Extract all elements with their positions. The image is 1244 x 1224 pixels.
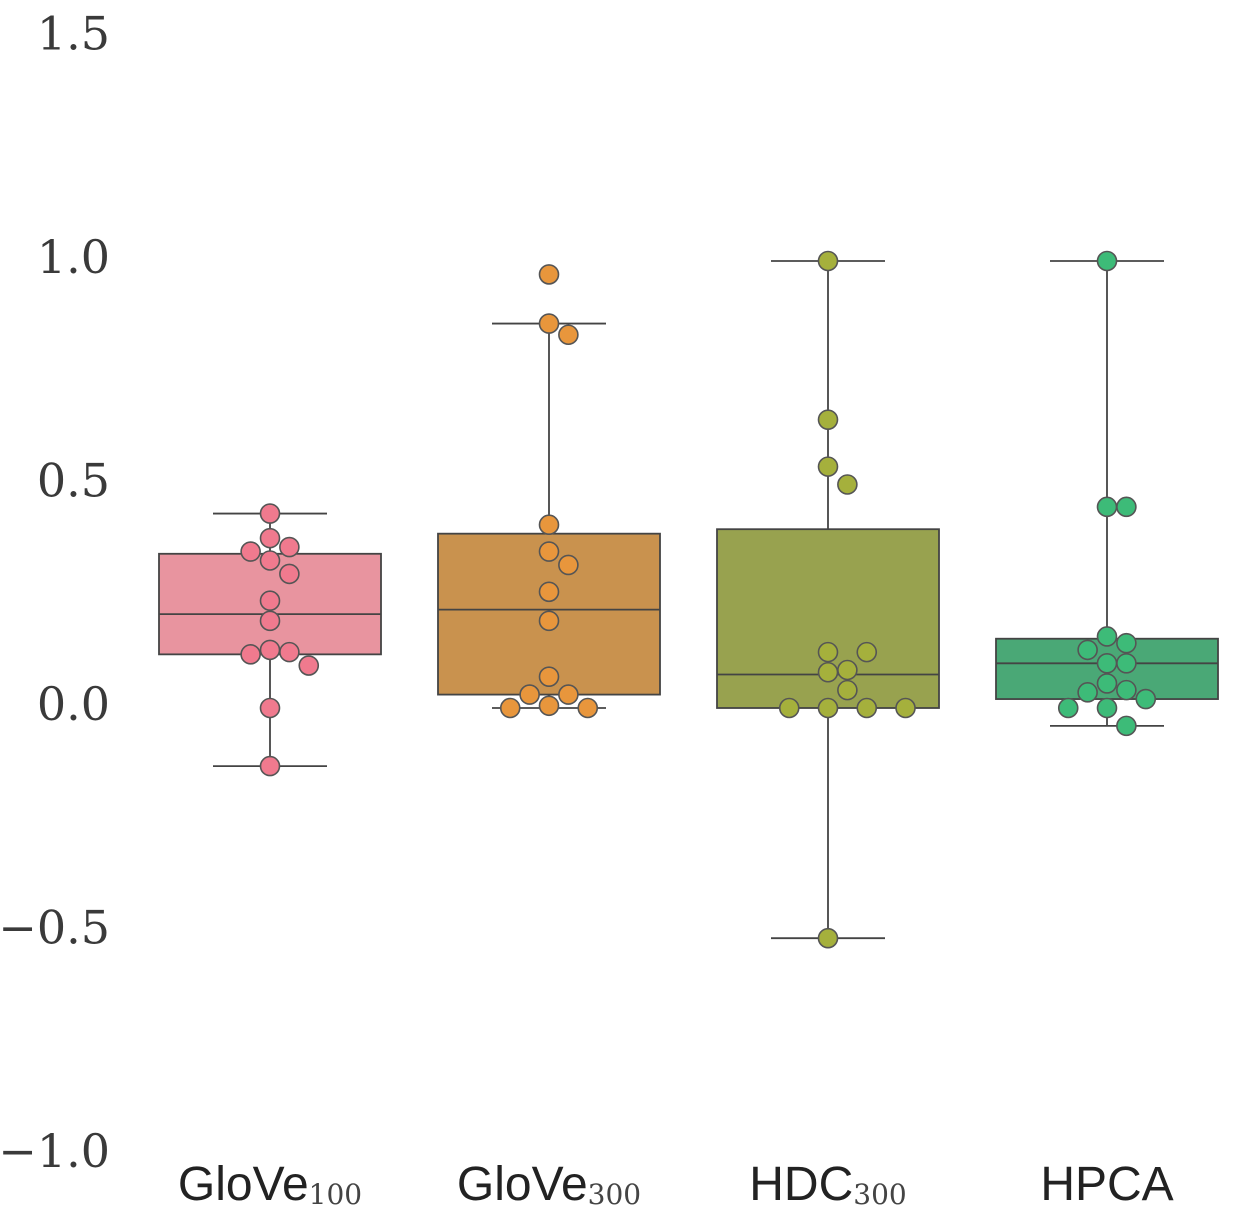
data-point <box>856 641 878 663</box>
data-point <box>519 684 540 705</box>
data-point <box>259 610 281 632</box>
data-point <box>279 563 300 585</box>
data-point <box>279 641 300 663</box>
data-point <box>1096 673 1118 694</box>
data-point <box>1096 697 1118 719</box>
data-point <box>817 456 839 477</box>
data-point <box>1096 652 1118 674</box>
x-tick-main: GloVe <box>178 1158 309 1211</box>
x-tick-label: GloVe100 <box>178 1158 362 1211</box>
x-axis: GloVe100 GloVe300 HDC300 HPCA <box>178 1158 1174 1211</box>
data-point <box>817 661 839 683</box>
data-point <box>1096 496 1118 518</box>
data-point <box>837 474 858 495</box>
x-tick-label: GloVe300 <box>457 1158 641 1211</box>
data-point <box>558 554 579 576</box>
swarm-points <box>240 250 1157 949</box>
data-point <box>558 684 579 705</box>
data-point <box>259 550 281 571</box>
data-point <box>1077 639 1098 661</box>
box-plots <box>158 260 1219 940</box>
data-point <box>1116 715 1137 737</box>
data-point <box>817 641 839 663</box>
data-point <box>1116 679 1137 701</box>
data-point <box>817 409 839 430</box>
data-point <box>538 514 560 536</box>
data-point <box>259 639 281 661</box>
data-point <box>817 927 839 949</box>
x-tick-subscript: 300 <box>853 1178 906 1211</box>
data-point <box>1096 626 1118 647</box>
data-point <box>259 755 281 777</box>
data-point <box>538 666 560 688</box>
data-point <box>1135 688 1157 710</box>
data-point <box>259 697 281 719</box>
data-point <box>538 581 560 603</box>
data-point <box>558 324 579 346</box>
data-point <box>240 541 261 562</box>
data-point <box>856 697 878 719</box>
y-tick-label: −0.5 <box>0 901 110 955</box>
y-tick-label: 1.0 <box>37 230 110 284</box>
data-point <box>817 697 839 719</box>
data-point <box>837 659 858 681</box>
y-tick-label: −1.0 <box>0 1124 110 1178</box>
data-point <box>778 697 800 719</box>
x-tick-label: HPCA <box>1040 1158 1173 1211</box>
data-point <box>279 536 300 558</box>
data-point <box>538 313 560 334</box>
y-tick-label: 0.5 <box>37 454 110 508</box>
data-point <box>499 697 521 719</box>
data-point <box>1116 496 1137 518</box>
x-tick-subscript: 300 <box>588 1178 641 1211</box>
x-tick-label: HDC300 <box>749 1158 906 1211</box>
data-point <box>538 695 560 717</box>
data-point <box>1096 250 1118 272</box>
x-tick-main: GloVe <box>457 1158 588 1211</box>
data-point <box>577 697 599 719</box>
data-point <box>298 655 320 676</box>
data-point <box>837 679 858 701</box>
data-point <box>817 250 839 272</box>
x-tick-main: HDC <box>749 1158 853 1211</box>
data-point <box>538 610 560 632</box>
data-point <box>1116 652 1137 674</box>
data-point <box>538 264 560 285</box>
data-point <box>259 590 281 612</box>
data-point <box>1057 697 1079 719</box>
y-tick-label: 0.0 <box>37 677 110 731</box>
data-point <box>259 527 281 549</box>
x-tick-subscript: 100 <box>309 1178 362 1211</box>
data-point <box>1077 682 1098 703</box>
data-point <box>538 541 560 562</box>
data-point <box>259 503 281 524</box>
data-point <box>240 644 261 665</box>
y-axis: −1.0 −0.5 0.0 0.5 1.0 1.5 <box>0 7 110 1179</box>
x-tick-main: HPCA <box>1040 1158 1173 1211</box>
y-tick-label: 1.5 <box>37 7 110 61</box>
data-point <box>895 697 916 719</box>
data-point <box>1116 632 1137 654</box>
